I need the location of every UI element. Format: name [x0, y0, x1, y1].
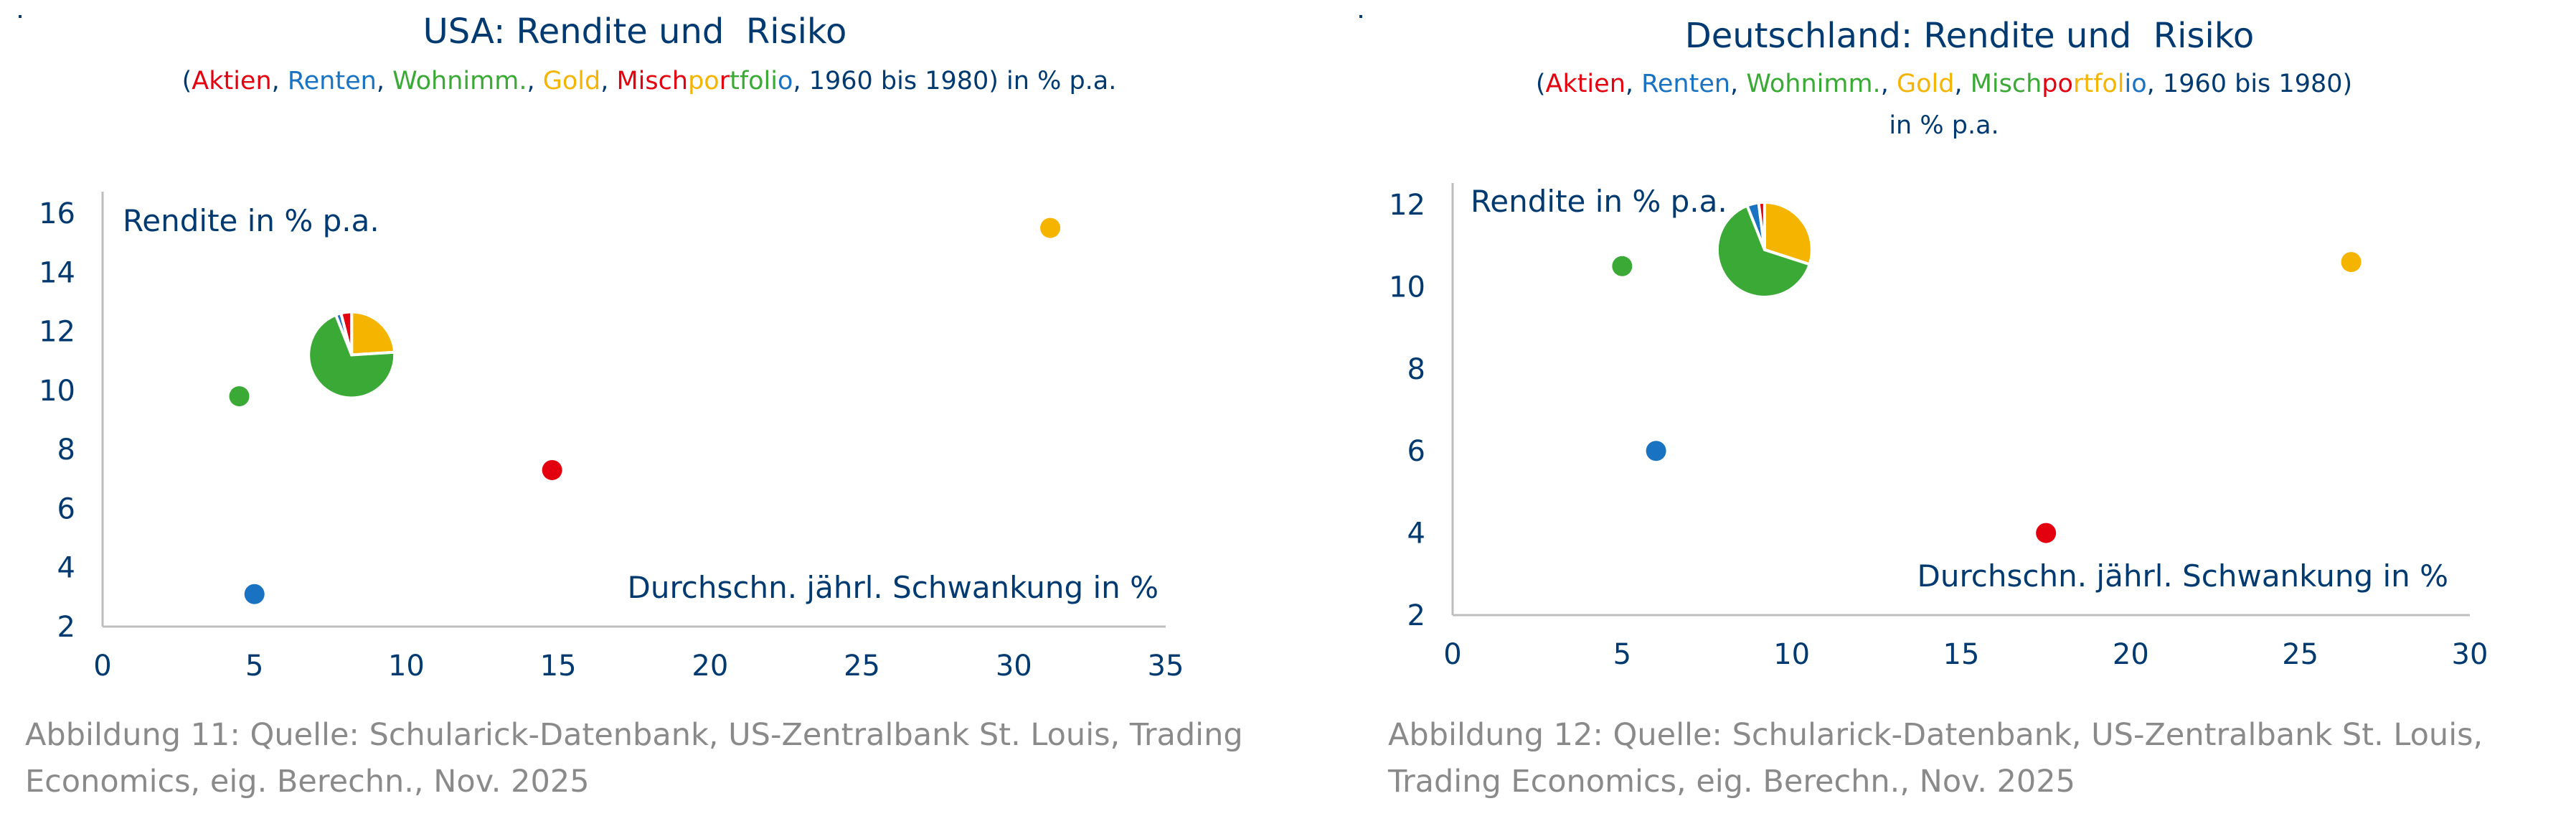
subtitle-sep: , [1730, 70, 1747, 98]
subtitle-misch-5: io [2124, 70, 2147, 98]
usa-scatter-chart: 0 5 10 15 20 25 30 35 2 4 6 8 10 12 14 16 Rendite in % p… [39, 192, 1184, 683]
x-tick-label: 15 [540, 650, 577, 683]
portfolio-slice-wohnimm [1715, 203, 1812, 299]
x-tick-label: 0 [93, 650, 111, 683]
x-tick-label: 25 [2282, 638, 2318, 671]
y-tick-label: 14 [39, 256, 75, 289]
x-tick-label: 0 [1443, 638, 1461, 671]
subtitle-misch-1: Misch [616, 67, 689, 95]
portfolio-slice-wohnimm [307, 313, 397, 400]
y-axis-label: Rendite in % p.a. [1471, 184, 1727, 219]
figure-caption: Abbildung 11: Quelle: Schularick-Datenba… [25, 717, 1243, 800]
data-point-aktien [542, 459, 562, 480]
y-tick-label: 4 [1407, 517, 1425, 551]
x-tick-label: 30 [2452, 638, 2488, 671]
figure-caption: Abbildung 12: Quelle: Schularick-Datenba… [1388, 717, 2483, 800]
subtitle-rest: , 1960 bis 1980) in % p.a. [793, 67, 1117, 95]
data-point-wohnimm [1612, 256, 1633, 276]
chart-title: Deutschland: Rendite und Risiko [1684, 16, 2255, 56]
portfolio-slice-aktien [1757, 200, 1766, 250]
subtitle-wohnimm: Wohnimm. [1746, 70, 1881, 98]
x-tick-label: 35 [1148, 650, 1184, 683]
x-tick-label: 10 [1773, 638, 1810, 671]
x-tick-label: 10 [388, 650, 425, 683]
y-tick-label: 12 [39, 316, 75, 349]
x-tick-label: 25 [844, 650, 880, 683]
germany-scatter-chart: 0 5 10 15 20 25 30 2 4 6 8 10 12 Rendite in % p.a. Dur… [1389, 183, 2488, 671]
subtitle-misch-2: po [688, 67, 720, 95]
subtitle-open: ( [1535, 70, 1546, 98]
subtitle-misch-4: tfoli [730, 67, 778, 95]
data-point-aktien [2036, 523, 2057, 543]
data-point-renten [1646, 441, 1666, 462]
subtitle-sep: , [1954, 70, 1971, 98]
subtitle-sep: , [1880, 70, 1897, 98]
germany-panel: Deutschland: Rendite und Risiko (Aktien,… [1359, 0, 2576, 829]
subtitle-misch-1: Misch [1970, 70, 2042, 98]
x-axis-label: Durchschn. jährl. Schwankung in % [1917, 558, 2449, 594]
chart-subtitle: (Aktien, Renten, Wohnimm., Gold, Mischpo… [1521, 63, 2367, 146]
y-tick-label: 16 [39, 197, 75, 230]
subtitle-gold: Gold [1896, 70, 1955, 98]
subtitle-misch-3: rt [2072, 70, 2094, 98]
x-tick-label: 20 [692, 650, 728, 683]
y-tick-label: 10 [39, 375, 75, 408]
y-axis-label: Rendite in % p.a. [123, 203, 379, 238]
chart-subtitle: (Aktien, Renten, Wohnimm., Gold, Mischpo… [29, 60, 1270, 102]
y-tick-label: 4 [57, 552, 75, 585]
subtitle-sep: , [376, 67, 393, 95]
chart-title: USA: Rendite und Risiko [423, 11, 847, 52]
x-tick-label: 30 [996, 650, 1032, 683]
subtitle-rest: , 1960 bis 1980) in % p.a. [1889, 70, 2353, 140]
subtitle-renten: Renten [1641, 70, 1731, 98]
data-point-renten [244, 584, 265, 604]
subtitle-aktien: Aktien [192, 67, 272, 95]
y-tick-label: 6 [1407, 435, 1425, 468]
subtitle-sep: , [271, 67, 288, 95]
subtitle-misch-3: r [719, 67, 730, 95]
portfolio-slice-gold [1763, 200, 1813, 266]
y-tick-label: 10 [1389, 271, 1425, 304]
x-tick-label: 20 [2113, 638, 2149, 671]
subtitle-misch-4: fol [2093, 70, 2125, 98]
subtitle-misch-2: po [2042, 70, 2073, 98]
subtitle-misch-5: o [778, 67, 793, 95]
subtitle-gold: Gold [542, 67, 601, 95]
portfolio-slice-gold [350, 310, 397, 357]
usa-panel: USA: Rendite und Risiko (Aktien, Renten,… [0, 0, 1270, 829]
data-point-wohnimm [229, 386, 250, 407]
subtitle-sep: , [1625, 70, 1642, 98]
portfolio-slice-aktien [339, 310, 354, 355]
y-tick-label: 8 [57, 434, 75, 467]
y-tick-label: 12 [1389, 189, 1425, 222]
subtitle-wohnimm: Wohnimm. [392, 67, 527, 95]
subtitle-aktien: Aktien [1545, 70, 1626, 98]
corner-mark [1359, 15, 1362, 18]
data-point-gold [2341, 252, 2362, 273]
x-tick-label: 5 [1613, 638, 1631, 671]
y-tick-label: 2 [1407, 599, 1425, 632]
x-axis-label: Durchschn. jährl. Schwankung in % [628, 570, 1159, 605]
data-point-gold [1040, 217, 1061, 238]
y-tick-label: 2 [57, 611, 75, 644]
subtitle-sep: , [600, 67, 617, 95]
corner-mark [19, 15, 22, 18]
y-tick-label: 8 [1407, 353, 1425, 386]
x-tick-label: 15 [1943, 638, 1980, 671]
subtitle-renten: Renten [287, 67, 377, 95]
x-tick-label: 5 [245, 650, 263, 683]
subtitle-open: ( [181, 67, 192, 95]
y-tick-label: 6 [57, 492, 75, 525]
subtitle-sep: , [527, 67, 543, 95]
